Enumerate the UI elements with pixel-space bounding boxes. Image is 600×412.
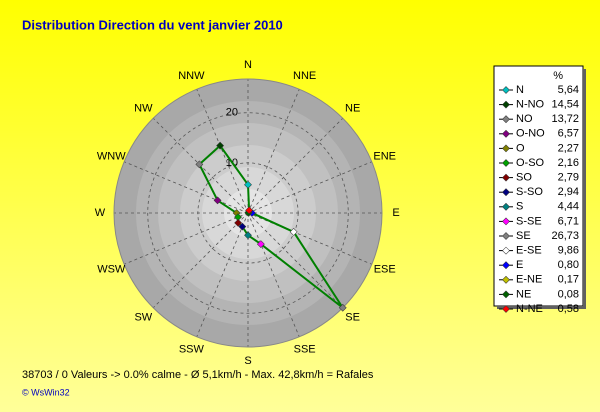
legend-value: 9,86 xyxy=(558,245,579,257)
spoke xyxy=(196,89,249,214)
direction-label: SW xyxy=(134,312,152,324)
direction-label: ESE xyxy=(374,264,396,276)
legend-marker xyxy=(502,246,510,255)
legend-value: 0,80 xyxy=(558,259,579,271)
legend-value: 2,94 xyxy=(558,186,579,198)
legend-value: 14,54 xyxy=(551,99,579,111)
legend-value: 6,57 xyxy=(558,128,579,140)
direction-label: NNW xyxy=(178,70,205,82)
legend-value: 2,16 xyxy=(558,157,579,169)
legend-value: 6,71 xyxy=(558,215,579,227)
direction-label: NW xyxy=(134,102,153,114)
direction-label: W xyxy=(95,207,106,219)
legend-marker xyxy=(502,217,510,226)
legend-label: SO xyxy=(516,172,532,184)
point-marker xyxy=(234,213,242,222)
legend-marker xyxy=(502,144,510,153)
direction-label: WSW xyxy=(97,264,126,276)
legend-value: 2,79 xyxy=(558,172,579,184)
point-marker xyxy=(234,219,242,227)
point-marker xyxy=(245,206,254,215)
spoke xyxy=(124,212,249,265)
legend-value: 26,73 xyxy=(551,230,579,242)
legend-marker xyxy=(502,232,510,240)
legend-label: O-SO xyxy=(516,157,545,169)
point-marker xyxy=(213,196,222,205)
direction-label: NE xyxy=(345,102,360,114)
legend-marker xyxy=(502,188,510,197)
direction-label: SSE xyxy=(294,344,316,356)
legend-marker xyxy=(502,290,510,299)
chart-title: Distribution Direction du vent janvier 2… xyxy=(22,17,283,32)
direction-label: NNE xyxy=(293,70,316,82)
legend-marker xyxy=(502,100,510,109)
point-marker xyxy=(256,240,265,248)
legend-label: E-SE xyxy=(516,245,542,257)
spoke xyxy=(196,212,249,337)
legend-label: SE xyxy=(516,230,531,242)
legend-label: S-SE xyxy=(516,215,542,227)
legend-label: O-NO xyxy=(516,128,545,140)
legend-label: E-NE xyxy=(516,274,542,286)
point-marker xyxy=(244,180,252,189)
spoke xyxy=(152,212,249,309)
legend-value: 2,27 xyxy=(558,142,579,154)
legend-title: % xyxy=(553,70,563,82)
spoke xyxy=(247,212,344,309)
legend-marker xyxy=(502,261,510,270)
legend-value: 0,17 xyxy=(558,274,579,286)
point-marker xyxy=(195,160,204,169)
direction-label: ENE xyxy=(373,150,396,162)
legend-label: N-NO xyxy=(516,99,545,111)
point-marker xyxy=(289,228,298,236)
legend-value: 5,64 xyxy=(558,84,579,96)
legend-marker xyxy=(502,202,510,211)
spoke xyxy=(124,161,249,214)
legend-marker xyxy=(502,305,510,313)
legend-label: N-NE xyxy=(516,303,543,315)
legend-shadow xyxy=(497,306,586,309)
grid-ring xyxy=(147,112,349,314)
legend-label: O xyxy=(516,142,525,154)
legend-marker xyxy=(502,129,510,138)
legend-label: NO xyxy=(516,113,533,125)
legend-marker xyxy=(502,86,510,94)
direction-label: WNW xyxy=(97,150,126,162)
spoke xyxy=(247,89,300,214)
legend-label: N xyxy=(516,84,524,96)
direction-label: S xyxy=(244,355,251,367)
direction-label: N xyxy=(244,59,252,71)
legend-marker xyxy=(502,173,510,182)
legend-value: 0,58 xyxy=(558,303,579,315)
direction-label: SSW xyxy=(179,344,205,356)
footer: 38703 / 0 Valeurs -> 0.0% calme - Ø 5,1k… xyxy=(22,369,374,381)
point-marker xyxy=(244,231,252,240)
spoke xyxy=(247,212,372,265)
legend-marker xyxy=(502,159,510,167)
legend-value: 13,72 xyxy=(551,113,579,125)
legend-label: E xyxy=(516,259,523,271)
spoke xyxy=(247,161,372,214)
point-marker xyxy=(338,303,347,312)
direction-label: E xyxy=(392,207,399,219)
point-marker xyxy=(238,222,247,231)
radar-rim xyxy=(113,78,383,348)
r-tick-label: 20 xyxy=(226,107,238,119)
legend-label: S xyxy=(516,201,523,213)
legend-value: 4,44 xyxy=(558,201,579,213)
spoke xyxy=(247,212,300,337)
spoke xyxy=(247,117,344,214)
legend-shadow xyxy=(583,69,586,309)
legend-label: NE xyxy=(516,288,531,300)
legend-marker xyxy=(502,115,510,124)
direction-label: SE xyxy=(345,312,360,324)
legend-marker xyxy=(502,275,510,284)
point-marker xyxy=(216,141,224,150)
legend-label: S-SO xyxy=(516,186,543,198)
copyright: © WsWin32 xyxy=(22,387,70,397)
legend-value: 0,08 xyxy=(558,288,579,300)
